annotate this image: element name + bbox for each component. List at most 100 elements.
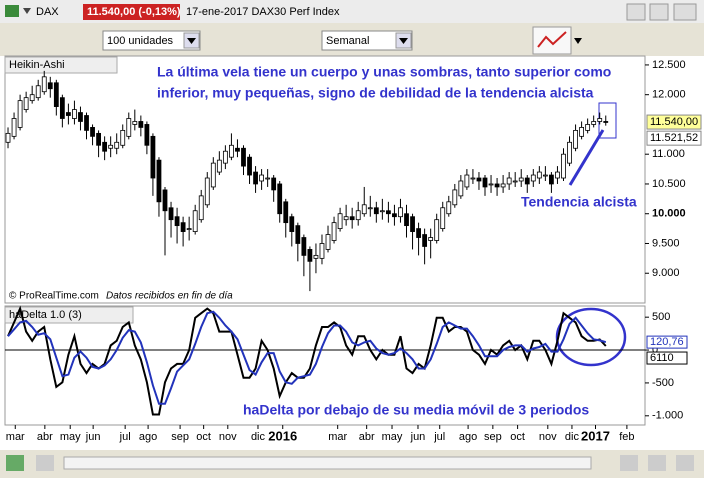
candle-body bbox=[585, 124, 591, 131]
x-tick-label: dic bbox=[565, 431, 580, 443]
value-marker: 6110 bbox=[650, 352, 674, 364]
candle-body bbox=[114, 141, 120, 149]
value-marker-box bbox=[646, 335, 688, 349]
candle-body bbox=[84, 115, 89, 131]
candle-body bbox=[11, 118, 17, 137]
value-marker: 120,76 bbox=[650, 336, 684, 348]
y-tick-label: 11.000 bbox=[652, 148, 685, 160]
candle-body bbox=[277, 183, 283, 215]
tool-button[interactable] bbox=[36, 455, 54, 471]
candle-body bbox=[331, 222, 337, 241]
candle-body bbox=[35, 85, 41, 99]
price-label: 11.540,00 bbox=[650, 116, 698, 128]
x-tick-label: feb bbox=[619, 431, 634, 443]
y-tick-label: -1.000 bbox=[652, 410, 683, 422]
period: Semanal bbox=[326, 35, 369, 47]
x-tick-label: abr bbox=[37, 431, 53, 443]
zoom-button[interactable] bbox=[648, 455, 666, 471]
indicator-pane bbox=[4, 305, 646, 426]
candle-body bbox=[404, 213, 409, 227]
symbol[interactable]: DAX bbox=[36, 6, 59, 18]
candle-body bbox=[5, 132, 11, 143]
y-tick-label: 10.000 bbox=[652, 208, 686, 220]
candle-body bbox=[174, 216, 180, 227]
instrument-info: 17-ene-2017 DAX30 Perf Index bbox=[186, 6, 340, 18]
candle-body bbox=[235, 147, 240, 152]
candle-body bbox=[162, 189, 168, 212]
candle-body bbox=[337, 213, 343, 230]
maximize-button[interactable] bbox=[649, 3, 669, 21]
close-button[interactable] bbox=[673, 3, 697, 21]
candle-body bbox=[192, 210, 198, 232]
price-label-box bbox=[646, 130, 702, 146]
candle-body bbox=[524, 177, 530, 185]
annotation: inferior, muy pequeñas, signo de debilid… bbox=[157, 85, 594, 101]
candle-body bbox=[307, 249, 313, 262]
candle-body bbox=[210, 162, 216, 188]
dropdown-arrow[interactable] bbox=[574, 38, 582, 44]
zoom-button[interactable] bbox=[620, 455, 638, 471]
tool-button[interactable] bbox=[6, 455, 24, 471]
pane-label: haDelta 1.0 (3) bbox=[9, 309, 82, 321]
candle-body bbox=[567, 141, 572, 164]
indicator-button[interactable] bbox=[532, 26, 572, 55]
candle-body bbox=[102, 141, 108, 152]
candle-body bbox=[186, 228, 192, 231]
app-icon bbox=[5, 5, 19, 17]
candle-body bbox=[561, 153, 566, 179]
period-dropdown[interactable] bbox=[321, 30, 413, 51]
candle-body bbox=[500, 183, 506, 188]
y-tick-label: 9.500 bbox=[652, 237, 680, 249]
candle-body bbox=[204, 177, 210, 206]
units: 100 unidades bbox=[107, 35, 174, 47]
candle-body bbox=[385, 210, 391, 215]
zoom-button[interactable] bbox=[676, 455, 694, 471]
indicator-line bbox=[7, 310, 607, 405]
y-tick-label: 9.000 bbox=[652, 267, 680, 279]
candle-body bbox=[410, 216, 415, 232]
x-tick-label: jun bbox=[85, 431, 101, 443]
price-pane bbox=[4, 55, 646, 304]
x-tick-label: ago bbox=[139, 431, 157, 443]
x-tick-label: jul bbox=[433, 431, 445, 443]
value-marker-box bbox=[646, 351, 688, 365]
x-tick-label: oct bbox=[510, 431, 525, 443]
candle-body bbox=[120, 129, 126, 146]
icon bbox=[537, 31, 567, 48]
candle-body bbox=[126, 118, 132, 137]
candle-body bbox=[198, 195, 204, 221]
x-tick-label: 2017 bbox=[581, 428, 610, 443]
candle-body bbox=[271, 177, 277, 191]
candle-body bbox=[301, 237, 307, 256]
candle-body bbox=[253, 171, 258, 185]
candle-body bbox=[96, 132, 101, 146]
indicator-line bbox=[7, 305, 607, 416]
candle-body bbox=[325, 234, 331, 250]
candle-body bbox=[168, 207, 174, 221]
x-tick-label: may bbox=[60, 431, 81, 443]
x-tick-label: oct bbox=[196, 431, 211, 443]
x-tick-label: jun bbox=[410, 431, 426, 443]
candle-body bbox=[379, 210, 385, 213]
candle-body bbox=[440, 207, 446, 230]
quote: 11.540,00 (-0,13%) bbox=[87, 6, 181, 18]
price-label: 11.521,52 bbox=[650, 132, 698, 144]
candle-body bbox=[579, 127, 585, 137]
candle-body bbox=[434, 219, 440, 241]
minimize-button[interactable] bbox=[626, 3, 646, 21]
y-tick-label: -500 bbox=[652, 377, 674, 389]
candle-body bbox=[90, 127, 95, 137]
scrollbar[interactable] bbox=[63, 456, 592, 470]
x-tick-label: ago bbox=[459, 431, 477, 443]
candle-body bbox=[319, 243, 325, 259]
candle-body bbox=[476, 177, 482, 182]
candle-body bbox=[488, 183, 494, 186]
x-tick-label: sep bbox=[171, 431, 189, 443]
candle-body bbox=[349, 216, 355, 221]
dropdown-arrow[interactable] bbox=[23, 8, 31, 14]
units-dropdown[interactable] bbox=[102, 30, 201, 51]
candle-body bbox=[446, 201, 452, 215]
candle-body bbox=[41, 76, 47, 93]
candle-body bbox=[59, 97, 65, 119]
